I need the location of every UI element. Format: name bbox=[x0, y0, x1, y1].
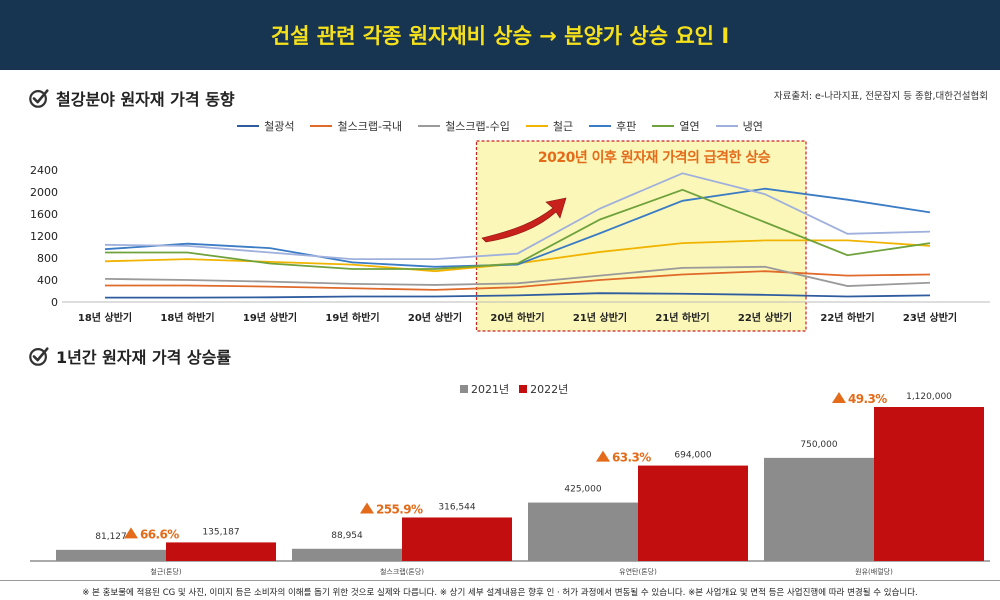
legend-swatch bbox=[460, 385, 468, 393]
bar-2021 bbox=[528, 502, 638, 561]
banner-title: 건설 관련 각종 원자재비 상승 → 분양가 상승 요인 I bbox=[270, 24, 730, 48]
value-label-2021: 750,000 bbox=[800, 440, 837, 450]
x-category-label: 22년 상반기 bbox=[738, 311, 792, 324]
x-category-label: 23년 상반기 bbox=[903, 311, 957, 324]
section1-title: 철강분야 원자재 가격 동향 bbox=[56, 90, 235, 109]
value-label-2021: 425,000 bbox=[564, 485, 601, 495]
check-circle-icon bbox=[29, 347, 49, 366]
line-chart: 0 400 800 1200 1600 2000 2400 18년 상반기 18년 하반기 19년… bbox=[30, 140, 990, 332]
category-label: 철근(톤당) bbox=[150, 567, 181, 576]
bar-legend-item: 2021년 bbox=[460, 381, 509, 397]
y-tick-label: 2400 bbox=[30, 164, 58, 177]
check-circle-icon bbox=[29, 89, 49, 108]
bar-chart-legend: 2021년 2022년 bbox=[460, 381, 568, 397]
triangle-up-icon bbox=[124, 527, 138, 539]
bar-2021 bbox=[292, 548, 402, 561]
legend-item: 철스크랩-수입 bbox=[418, 118, 510, 134]
bar-2022 bbox=[874, 407, 984, 561]
section1-heading: 철강분야 원자재 가격 동향 bbox=[28, 86, 235, 110]
legend-swatch bbox=[525, 125, 548, 127]
legend-label: 2021년 bbox=[471, 383, 510, 396]
y-tick-label: 800 bbox=[37, 252, 58, 265]
y-tick-label: 1600 bbox=[30, 208, 58, 221]
value-label-2022: 694,000 bbox=[674, 451, 711, 461]
triangle-up-icon bbox=[596, 450, 610, 462]
bar-chart: 81,127 135,187 66.6% 철근(톤당) 88,954 316,544 255… bbox=[30, 392, 990, 576]
y-tick-label: 1200 bbox=[30, 230, 58, 243]
growth-label: 66.6% bbox=[124, 527, 180, 541]
series-line bbox=[105, 188, 931, 270]
growth-percent: 63.3% bbox=[612, 451, 651, 465]
x-category-label: 19년 하반기 bbox=[325, 311, 379, 324]
section2-heading: 1년간 원자재 가격 상승률 bbox=[28, 344, 231, 368]
legend-item: 철스크랩-국내 bbox=[310, 118, 402, 134]
category-label: 원유(배럴당) bbox=[855, 567, 893, 576]
legend-swatch bbox=[652, 125, 675, 127]
bar-2022 bbox=[166, 542, 276, 561]
x-category-label: 18년 상반기 bbox=[78, 311, 132, 324]
legend-label: 철광석 bbox=[264, 120, 295, 133]
legend-swatch bbox=[310, 125, 333, 127]
value-label-2021: 81,127 bbox=[95, 532, 127, 542]
legend-swatch bbox=[418, 125, 441, 127]
bar-2022 bbox=[638, 465, 748, 561]
series-line bbox=[104, 187, 931, 268]
category-label: 유연탄(톤당) bbox=[619, 567, 657, 576]
bar-2021 bbox=[56, 549, 166, 561]
source-note: 자료출처: e-나라지표, 전문잡지 등 종합,대한건설협회 bbox=[773, 91, 988, 102]
series-line bbox=[105, 292, 931, 299]
category-label: 철스크랩(톤당) bbox=[380, 567, 424, 576]
curved-arrow-icon bbox=[481, 197, 567, 243]
legend-label: 철근 bbox=[552, 120, 574, 133]
x-category-label: 20년 상반기 bbox=[408, 311, 462, 324]
x-category-label: 21년 하반기 bbox=[655, 311, 709, 324]
value-label-2022: 135,187 bbox=[202, 527, 239, 537]
legend-label: 열연 bbox=[679, 120, 700, 133]
y-tick-label: 0 bbox=[51, 296, 58, 309]
legend-label: 철스크랩-국내 bbox=[337, 120, 403, 133]
legend-item: 후판 bbox=[589, 118, 636, 134]
legend-label: 철스크랩-수입 bbox=[445, 120, 510, 133]
legend-label: 2022년 bbox=[530, 383, 569, 396]
series-line bbox=[104, 265, 931, 287]
series-line bbox=[104, 172, 931, 261]
line-chart-legend: 철광석 철스크랩-국내 철스크랩-수입 철근 후판 열연 냉연 bbox=[0, 118, 1000, 134]
legend-label: 냉연 bbox=[742, 120, 763, 133]
footer-disclaimer: ※ 본 홍보물에 적용된 CG 및 사진, 이미지 등은 소비자의 이해를 돕기… bbox=[0, 580, 1000, 598]
triangle-up-icon bbox=[832, 392, 846, 403]
bar-2021 bbox=[764, 457, 874, 561]
legend-swatch bbox=[589, 125, 612, 127]
x-category-label: 18년 하반기 bbox=[160, 311, 214, 324]
growth-label: 255.9% bbox=[360, 502, 424, 516]
x-category-label: 19년 상반기 bbox=[243, 311, 297, 324]
bar-legend-item: 2022년 bbox=[519, 381, 568, 397]
value-label-2021: 88,954 bbox=[331, 531, 363, 541]
growth-percent: 66.6% bbox=[140, 527, 179, 541]
growth-label: 49.3% bbox=[832, 392, 888, 406]
value-label-2022: 316,544 bbox=[438, 502, 475, 512]
x-category-label: 20년 하반기 bbox=[490, 311, 544, 324]
value-label-2022: 1,120,000 bbox=[906, 392, 952, 402]
triangle-up-icon bbox=[360, 502, 374, 514]
legend-item: 철광석 bbox=[237, 118, 294, 134]
growth-label: 63.3% bbox=[596, 450, 652, 465]
legend-item: 냉연 bbox=[715, 118, 763, 134]
highlight-box bbox=[475, 140, 807, 332]
growth-percent: 255.9% bbox=[376, 502, 423, 516]
bar-2022 bbox=[402, 517, 512, 561]
x-category-label: 21년 상반기 bbox=[573, 311, 627, 324]
legend-swatch bbox=[715, 125, 738, 127]
top-banner: 건설 관련 각종 원자재비 상승 → 분양가 상승 요인 I bbox=[0, 0, 1000, 70]
highlight-caption: 2020년 이후 원자재 가격의 급격한 상승 bbox=[537, 150, 771, 166]
legend-label: 후판 bbox=[616, 120, 637, 133]
legend-swatch bbox=[519, 385, 528, 393]
y-tick-label: 2000 bbox=[30, 186, 58, 199]
growth-percent: 49.3% bbox=[848, 392, 887, 406]
legend-item: 철근 bbox=[525, 118, 574, 134]
y-tick-label: 400 bbox=[37, 274, 58, 287]
section2-title: 1년간 원자재 가격 상승률 bbox=[56, 348, 232, 367]
legend-swatch bbox=[237, 125, 260, 127]
x-category-label: 22년 하반기 bbox=[820, 311, 874, 324]
legend-item: 열연 bbox=[652, 118, 700, 134]
